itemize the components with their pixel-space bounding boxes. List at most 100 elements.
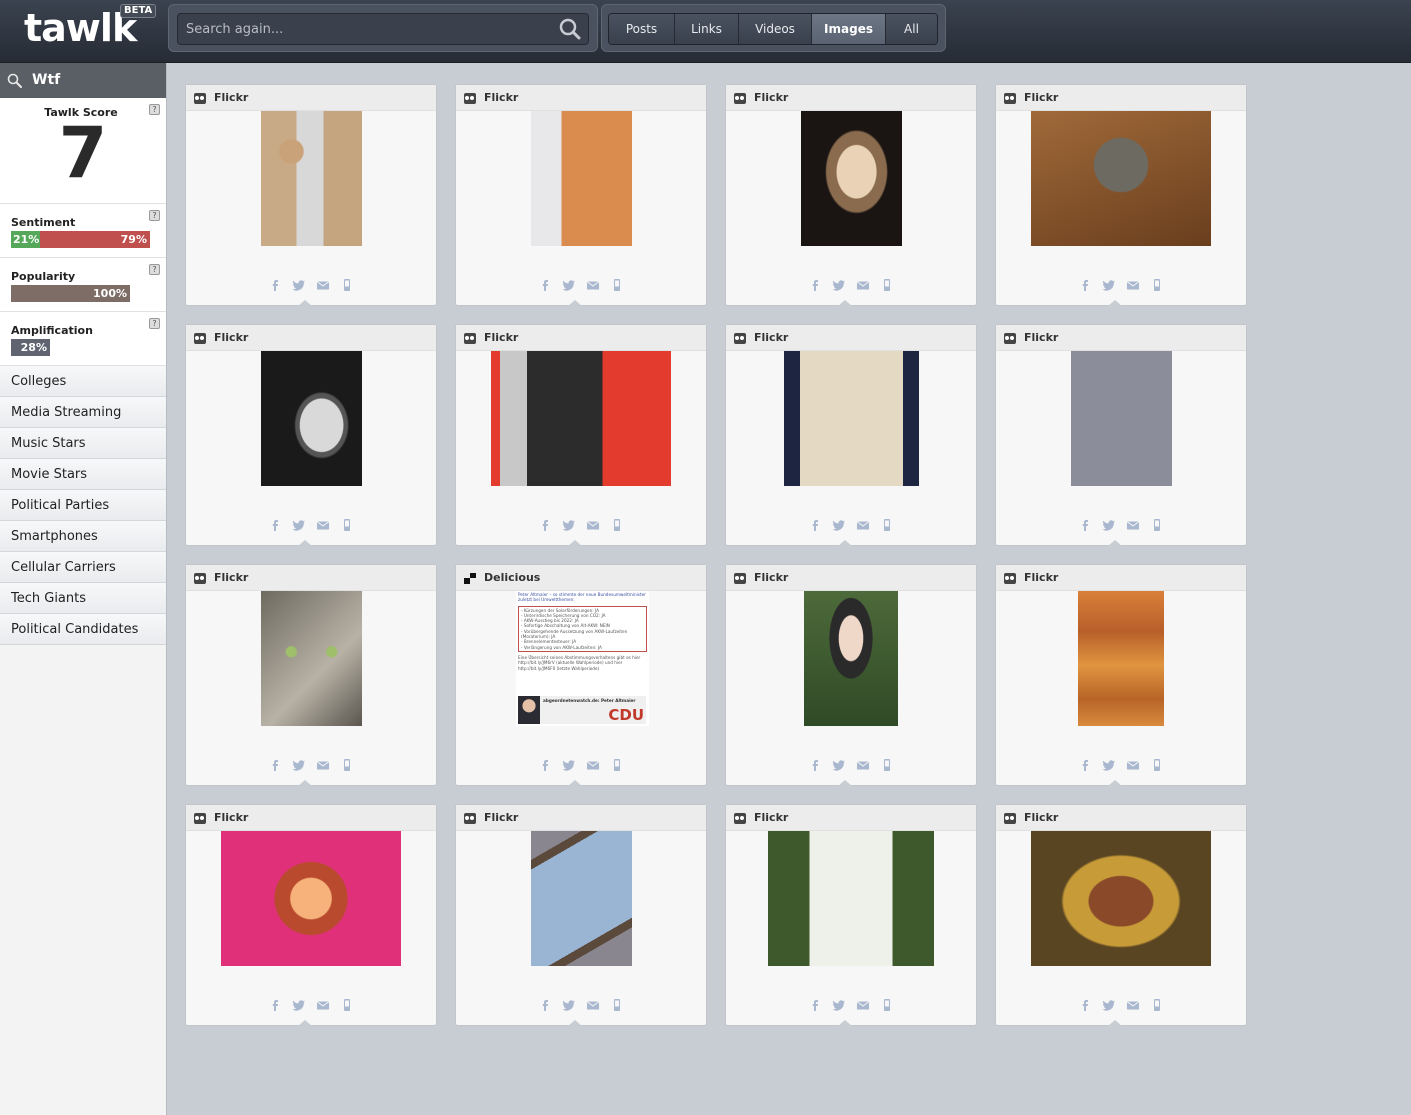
twitter-icon[interactable] [292, 278, 306, 292]
twitter-icon[interactable] [832, 518, 846, 532]
twitter-icon[interactable] [562, 758, 576, 772]
result-card[interactable]: Flickr [725, 804, 977, 1026]
email-icon[interactable] [1126, 998, 1140, 1012]
mobile-icon[interactable] [880, 518, 894, 532]
facebook-icon[interactable] [268, 998, 282, 1012]
cat-peeking-photo[interactable] [531, 111, 632, 246]
result-card[interactable]: Flickr [995, 324, 1247, 546]
result-card[interactable]: Flickr [185, 324, 437, 546]
tape-photo[interactable] [261, 111, 362, 246]
tab-all[interactable]: All [886, 14, 937, 44]
result-card[interactable]: Flickr [725, 84, 977, 306]
facebook-icon[interactable] [538, 998, 552, 1012]
help-icon[interactable]: ? [149, 318, 160, 329]
search-input[interactable] [177, 13, 589, 45]
tab-images[interactable]: Images [812, 14, 886, 44]
mobile-icon[interactable] [610, 518, 624, 532]
category-tech-giants[interactable]: Tech Giants [0, 583, 166, 614]
facebook-icon[interactable] [1078, 278, 1092, 292]
result-card[interactable]: Flickr [725, 564, 977, 786]
red-frame-photo[interactable] [491, 351, 671, 486]
tab-videos[interactable]: Videos [739, 14, 812, 44]
result-card[interactable]: Flickr [185, 804, 437, 1026]
gilded-frame-photo[interactable] [1031, 831, 1211, 966]
twitter-icon[interactable] [562, 998, 576, 1012]
email-icon[interactable] [586, 518, 600, 532]
twitter-icon[interactable] [1102, 758, 1116, 772]
result-card[interactable]: Flickr [455, 804, 707, 1026]
email-icon[interactable] [856, 758, 870, 772]
category-smartphones[interactable]: Smartphones [0, 521, 166, 552]
facebook-icon[interactable] [1078, 998, 1092, 1012]
naads-sign-photo[interactable] [768, 831, 934, 966]
mobile-icon[interactable] [1150, 998, 1164, 1012]
result-card[interactable]: Flickr [185, 564, 437, 786]
email-icon[interactable] [586, 998, 600, 1012]
email-icon[interactable] [316, 758, 330, 772]
email-icon[interactable] [856, 518, 870, 532]
mobile-icon[interactable] [340, 758, 354, 772]
mobile-icon[interactable] [340, 278, 354, 292]
facebook-icon[interactable] [268, 278, 282, 292]
logo[interactable]: tawlk [24, 6, 137, 50]
facebook-icon[interactable] [268, 518, 282, 532]
help-icon[interactable]: ? [149, 104, 160, 115]
twitter-icon[interactable] [292, 998, 306, 1012]
email-icon[interactable] [316, 518, 330, 532]
twitter-icon[interactable] [562, 278, 576, 292]
facebook-icon[interactable] [808, 278, 822, 292]
cat-looking-up-photo[interactable] [1031, 111, 1211, 246]
twitter-icon[interactable] [292, 518, 306, 532]
twitter-icon[interactable] [1102, 278, 1116, 292]
search-icon[interactable] [559, 18, 581, 40]
email-icon[interactable] [316, 998, 330, 1012]
email-icon[interactable] [856, 998, 870, 1012]
category-political-candidates[interactable]: Political Candidates [0, 614, 166, 645]
pink-frame-photo[interactable] [221, 831, 401, 966]
category-music-stars[interactable]: Music Stars [0, 428, 166, 459]
angel-statue-photo[interactable] [261, 351, 362, 486]
tilted-picture-photo[interactable] [531, 831, 632, 966]
result-card[interactable]: Flickr [995, 84, 1247, 306]
mobile-icon[interactable] [1150, 758, 1164, 772]
twitter-icon[interactable] [832, 758, 846, 772]
twitter-icon[interactable] [292, 758, 306, 772]
twitter-icon[interactable] [832, 998, 846, 1012]
facebook-icon[interactable] [1078, 518, 1092, 532]
twitter-icon[interactable] [832, 278, 846, 292]
doll-photo[interactable] [804, 591, 898, 726]
result-card[interactable]: Flickr [455, 84, 707, 306]
category-colleges[interactable]: Colleges [0, 366, 166, 397]
mobile-icon[interactable] [610, 998, 624, 1012]
email-icon[interactable] [586, 758, 600, 772]
facebook-icon[interactable] [538, 278, 552, 292]
help-icon[interactable]: ? [149, 264, 160, 275]
email-icon[interactable] [316, 278, 330, 292]
facebook-icon[interactable] [808, 758, 822, 772]
facebook-icon[interactable] [538, 518, 552, 532]
tab-links[interactable]: Links [675, 14, 739, 44]
mobile-icon[interactable] [880, 758, 894, 772]
mobile-icon[interactable] [610, 758, 624, 772]
result-card[interactable]: Flickr [455, 324, 707, 546]
category-cellular-carriers[interactable]: Cellular Carriers [0, 552, 166, 583]
facebook-icon[interactable] [1078, 758, 1092, 772]
facebook-icon[interactable] [268, 758, 282, 772]
result-card[interactable]: Flickr [995, 804, 1247, 1026]
category-political-parties[interactable]: Political Parties [0, 490, 166, 521]
email-icon[interactable] [1126, 278, 1140, 292]
tab-posts[interactable]: Posts [609, 14, 675, 44]
email-icon[interactable] [856, 278, 870, 292]
rusty-surface-photo[interactable] [1078, 591, 1164, 726]
email-icon[interactable] [1126, 518, 1140, 532]
twitter-icon[interactable] [1102, 998, 1116, 1012]
hammer-sign-photo[interactable] [784, 351, 919, 486]
mobile-icon[interactable] [340, 518, 354, 532]
result-card[interactable]: Flickr [995, 564, 1247, 786]
facebook-icon[interactable] [538, 758, 552, 772]
mobile-icon[interactable] [1150, 278, 1164, 292]
category-movie-stars[interactable]: Movie Stars [0, 459, 166, 490]
mobile-icon[interactable] [880, 278, 894, 292]
twitter-icon[interactable] [1102, 518, 1116, 532]
help-icon[interactable]: ? [149, 210, 160, 221]
